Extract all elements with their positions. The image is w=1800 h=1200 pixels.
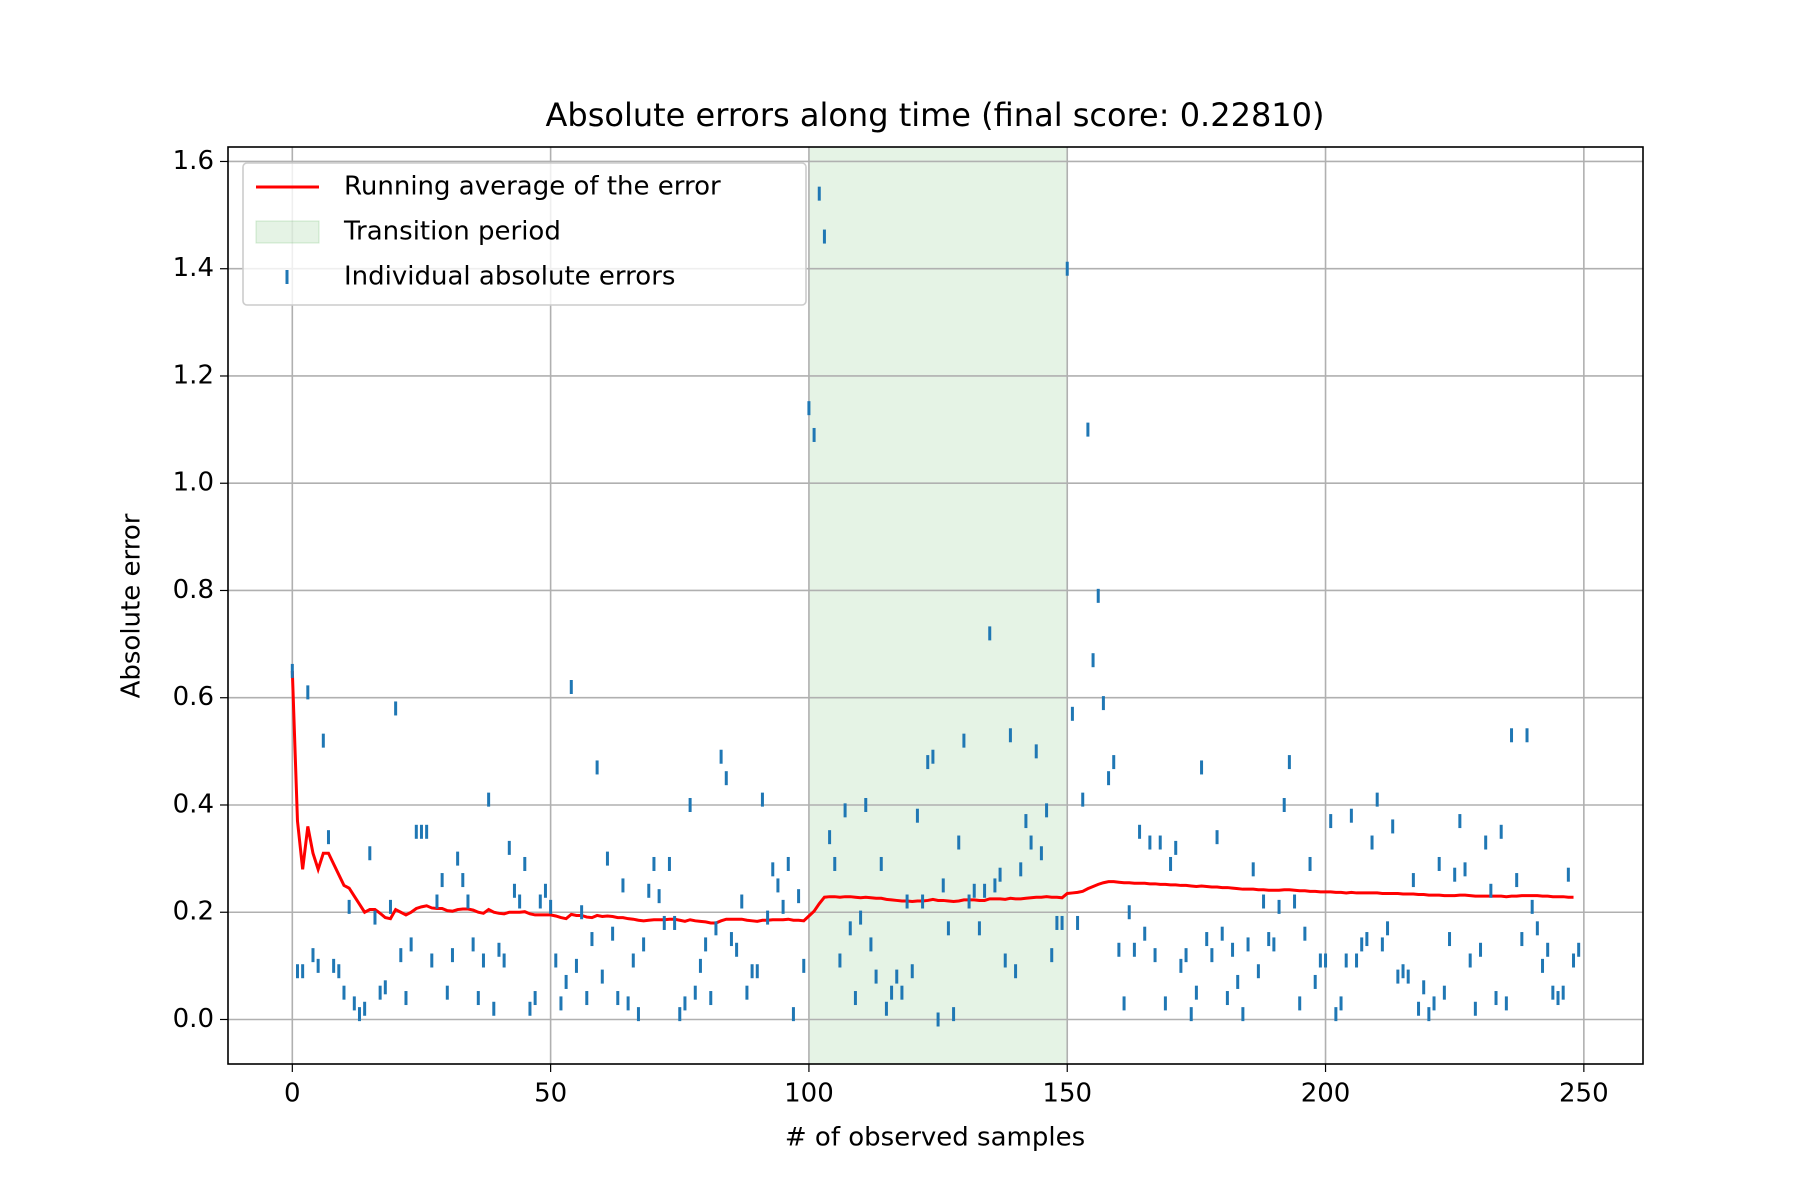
x-tick-label: 0 bbox=[284, 1079, 301, 1109]
x-tick-label: 50 bbox=[534, 1079, 567, 1109]
y-tick-label: 1.2 bbox=[173, 360, 214, 390]
y-tick-label: 0.8 bbox=[173, 575, 214, 605]
line bbox=[290, 670, 1574, 925]
x-tick-label: 150 bbox=[1042, 1079, 1092, 1109]
legend-label: Individual absolute errors bbox=[344, 262, 675, 292]
legend-swatch bbox=[255, 220, 320, 244]
span bbox=[808, 147, 1068, 1064]
axes-frame bbox=[227, 146, 1644, 1065]
legend-label: Transition period bbox=[343, 217, 561, 247]
x-tick-label: 100 bbox=[784, 1079, 834, 1109]
x-axis-label: # of observed samples bbox=[785, 1123, 1085, 1153]
legend-label: Running average of the error bbox=[344, 172, 721, 202]
y-tick-label: 0.4 bbox=[173, 789, 214, 819]
x-tick-label: 250 bbox=[1559, 1079, 1609, 1109]
chart-title: Absolute errors along time (final score:… bbox=[546, 96, 1325, 134]
plot-area: 0 50 100 150 200 250 0.0 0.2 0.4 0.6 0.8 1.0 1.2 1.4 1… bbox=[173, 146, 1644, 1109]
y-tick-label: 1.0 bbox=[173, 468, 214, 498]
y-tick-label: 0.0 bbox=[173, 1004, 214, 1034]
x-tick-label: 200 bbox=[1301, 1079, 1351, 1109]
y-tick-label: 1.4 bbox=[173, 253, 214, 283]
y-tick-label: 0.2 bbox=[173, 897, 214, 927]
y-tick-label: 0.6 bbox=[173, 682, 214, 712]
y-tick-label: 1.6 bbox=[173, 146, 214, 176]
legend-box bbox=[242, 162, 807, 306]
y-axis-label: Absolute error bbox=[117, 513, 147, 698]
legend: Running average of the error Transition p… bbox=[242, 162, 807, 306]
